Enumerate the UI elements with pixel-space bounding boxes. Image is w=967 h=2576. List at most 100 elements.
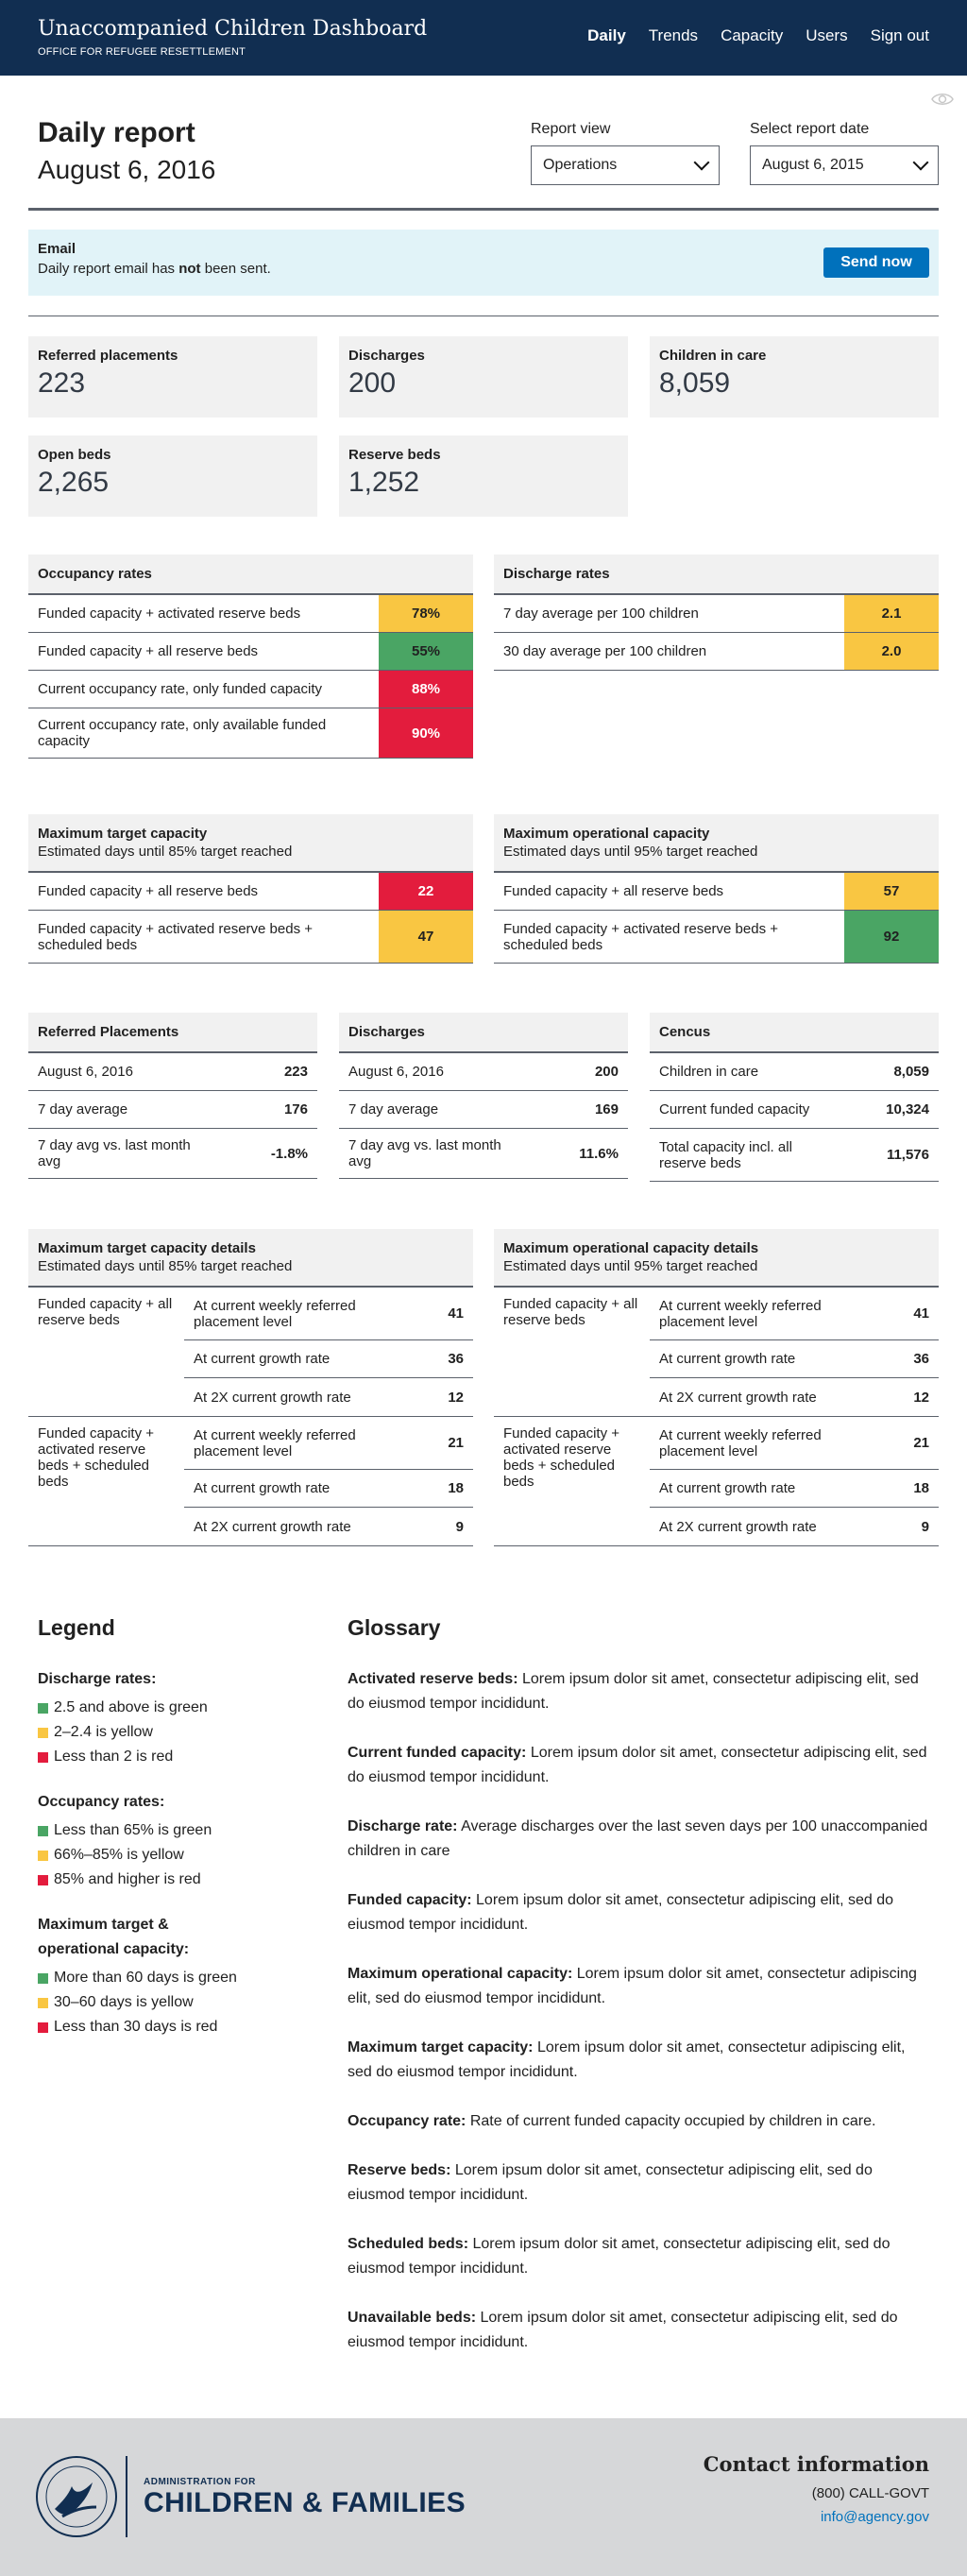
max-target-details-table: Maximum target capacity details Estimated… — [28, 1229, 473, 1546]
app-title[interactable]: Unaccompanied Children Dashboard — [38, 17, 428, 41]
legend-item: 66%–85% is yellow — [38, 1843, 321, 1868]
table-row: Current funded capacity 10,324 — [650, 1091, 939, 1129]
status-value: 2.1 — [844, 595, 939, 632]
report-date-value: August 6, 2015 — [762, 157, 864, 173]
stat-value: 2,265 — [38, 467, 110, 498]
stat-value: 223 — [38, 367, 86, 399]
table-row: At 2X current growth rate 12 — [194, 1389, 464, 1406]
table-header: Maximum target capacity details Estimated… — [28, 1229, 473, 1288]
glossary-item: Occupancy rate: Rate of current funded c… — [348, 2113, 876, 2129]
contact-info: Contact information (800) CALL-GOVT info… — [704, 2452, 929, 2533]
detail-group: Funded capacity + activated reserve beds… — [494, 1417, 939, 1546]
acf-logo-main: CHILDREN & FAMILIES — [144, 2487, 467, 2518]
census-table: Cencus Children in care 8,059 Current fun… — [650, 1013, 939, 1182]
max-target-capacity-table: Maximum target capacity Estimated days un… — [28, 814, 473, 964]
brand[interactable]: Unaccompanied Children Dashboard OFFICE … — [38, 15, 427, 58]
detail-group: Funded capacity + activated reserve beds… — [28, 1417, 473, 1546]
table-row: 7 day avg vs. last month avg 11.6% — [339, 1129, 628, 1179]
stat-card-reserve-beds: Reserve beds 1,252 — [339, 435, 628, 517]
nav-trends[interactable]: Trends — [648, 26, 699, 44]
nav-capacity[interactable]: Capacity — [721, 26, 784, 44]
glossary-title: Glossary — [348, 1615, 441, 1640]
legend-section: Maximum target & operational capacity: M… — [38, 1913, 321, 2039]
yellow-swatch-icon — [38, 1727, 48, 1738]
table-row: Funded capacity + activated reserve beds… — [28, 911, 473, 964]
chevron-down-icon — [693, 154, 710, 171]
acf-logo[interactable]: ADMINISTRATION FOR CHILDREN & FAMILIES — [144, 2477, 466, 2519]
nav-users[interactable]: Users — [806, 26, 848, 44]
legend-section-title: Discharge rates: — [38, 1671, 157, 1687]
glossary: Glossary Activated reserve beds: Lorem i… — [348, 1615, 933, 2380]
table-row: Current occupancy rate, only funded capa… — [28, 671, 473, 708]
report-view-label: Report view — [531, 121, 611, 137]
table-row: At current weekly referred placement lev… — [650, 1288, 939, 1340]
stat-card-discharges: Discharges 200 — [339, 336, 628, 418]
report-date-group: Select report date August 6, 2015 — [750, 121, 939, 185]
table-row: Funded capacity + all reserve beds 22 — [28, 873, 473, 911]
yellow-swatch-icon — [38, 1850, 48, 1861]
table-row: Current occupancy rate, only available f… — [28, 708, 473, 759]
legend-item: 30–60 days is yellow — [38, 1990, 321, 2015]
table-row: At 2X current growth rate 12 — [659, 1389, 929, 1406]
green-swatch-icon — [38, 1825, 48, 1836]
table-header: Cencus — [650, 1013, 939, 1053]
table-row: At current growth rate 36 — [650, 1340, 939, 1378]
table-row: At current weekly referred placement lev… — [184, 1288, 473, 1340]
hhs-seal-icon — [36, 2456, 117, 2537]
nav-sign-out[interactable]: Sign out — [870, 26, 929, 44]
occupancy-rates-table: Occupancy rates Funded capacity + activa… — [28, 554, 473, 759]
report-date-label: Select report date — [750, 121, 870, 137]
legend-item: Less than 65% is green — [38, 1818, 321, 1843]
glossary-item: Maximum target capacity: Lorem ipsum dol… — [348, 2039, 906, 2080]
table-row: August 6, 2016 200 — [339, 1053, 628, 1091]
email-title: Email — [38, 241, 76, 257]
table-row: Funded capacity + activated reserve beds… — [28, 595, 473, 633]
table-row: August 6, 2016 223 — [28, 1053, 317, 1091]
legend-section-title: Maximum target & operational capacity: — [38, 1917, 190, 1957]
contact-title: Contact information — [703, 2452, 929, 2476]
report-date: August 6, 2016 — [38, 155, 216, 184]
table-header: Maximum operational capacity details Esti… — [494, 1229, 939, 1288]
max-operational-details-table: Maximum operational capacity details Esti… — [494, 1229, 939, 1546]
report-view-select[interactable]: Operations — [531, 145, 720, 185]
acf-logo-top: ADMINISTRATION FOR — [144, 2477, 256, 2487]
stat-label: Open beds — [38, 447, 111, 463]
glossary-item: Scheduled beds: Lorem ipsum dolor sit am… — [348, 2236, 891, 2277]
contact-email-link[interactable]: info@agency.gov — [820, 2509, 929, 2525]
nav-daily[interactable]: Daily — [587, 26, 626, 44]
app-subtitle: OFFICE FOR REFUGEE RESETTLEMENT — [38, 46, 246, 58]
table-header: Discharges — [339, 1013, 628, 1053]
status-value: 47 — [379, 911, 473, 963]
main-nav: Daily Trends Capacity Users Sign out — [587, 26, 929, 45]
eye-icon[interactable] — [931, 92, 954, 107]
glossary-item: Current funded capacity: Lorem ipsum dol… — [348, 1745, 927, 1785]
report-date-select[interactable]: August 6, 2015 — [750, 145, 939, 185]
report-view-group: Report view Operations — [531, 121, 720, 185]
status-value: 90% — [379, 708, 473, 758]
report-header: Daily report August 6, 2016 Report view … — [28, 113, 939, 208]
group-label: Funded capacity + activated reserve beds… — [38, 1425, 154, 1490]
legend-item: Less than 2 is red — [38, 1745, 321, 1769]
email-status: Daily report email has not been sent. — [38, 261, 271, 277]
red-swatch-icon — [38, 1751, 48, 1763]
glossary-item: Reserve beds: Lorem ipsum dolor sit amet… — [348, 2162, 873, 2203]
report-view-value: Operations — [543, 157, 618, 173]
table-row: Children in care 8,059 — [650, 1053, 939, 1091]
stat-value: 1,252 — [348, 467, 420, 498]
group-label: Funded capacity + all reserve beds — [38, 1296, 173, 1328]
discharges-table: Discharges August 6, 2016 200 7 day avera… — [339, 1013, 628, 1179]
table-header: Discharge rates — [494, 554, 939, 595]
red-swatch-icon — [38, 2022, 48, 2033]
table-row: At 2X current growth rate 9 — [659, 1518, 929, 1535]
send-now-button[interactable]: Send now — [823, 247, 929, 278]
footer-divider — [126, 2456, 127, 2537]
table-row: At current growth rate 18 — [184, 1470, 473, 1508]
table-row: At 2X current growth rate 9 — [194, 1518, 464, 1535]
max-operational-capacity-table: Maximum operational capacity Estimated da… — [494, 814, 939, 964]
status-value: 22 — [379, 873, 473, 910]
status-value: 78% — [379, 595, 473, 632]
legend: Legend Discharge rates: 2.5 and above is… — [38, 1615, 321, 2060]
glossary-item: Discharge rate: Average discharges over … — [348, 1818, 928, 1859]
stat-value: 200 — [348, 367, 397, 399]
table-row: Total capacity incl. all reserve beds 11,… — [650, 1129, 939, 1182]
